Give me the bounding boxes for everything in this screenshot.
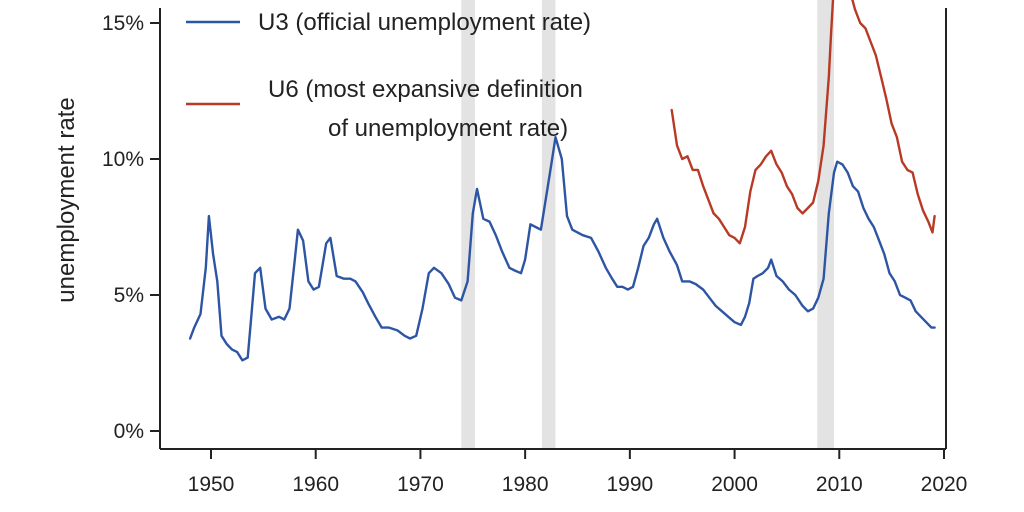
legend-label-u6-line2: of unemployment rate) — [328, 115, 568, 142]
x-tick-label: 1960 — [292, 473, 339, 496]
x-tick-label: 1990 — [606, 473, 653, 496]
y-axis-label: unemployment rate — [53, 97, 80, 302]
series-line-u3 — [188, 135, 936, 362]
x-tick-label: 1950 — [188, 473, 235, 496]
x-tick-label: 1980 — [502, 473, 549, 496]
y-tick-label: 0% — [114, 420, 144, 443]
recession-band-1 — [541, 0, 556, 449]
series-lines — [188, 0, 936, 362]
axes — [159, 8, 947, 450]
legend: U3 (official unemployment rate) U6 (most… — [186, 9, 591, 142]
y-axis-ticks: 0% 5% 10% 15% — [102, 12, 160, 443]
legend-label-u3: U3 (official unemployment rate) — [258, 9, 591, 36]
y-tick-label: 5% — [114, 284, 144, 307]
recession-bands — [461, 0, 835, 449]
x-tick-label: 1970 — [397, 473, 444, 496]
x-tick-label: 2020 — [921, 473, 968, 496]
x-tick-label: 2010 — [816, 473, 863, 496]
legend-label-u6-line1: U6 (most expansive definition — [268, 76, 583, 103]
recession-band-0 — [461, 0, 475, 449]
recession-band-2 — [817, 0, 835, 449]
series-line-u6 — [670, 0, 936, 245]
y-tick-label: 15% — [102, 12, 144, 35]
y-tick-label: 10% — [102, 148, 144, 171]
x-tick-label: 2000 — [711, 473, 758, 496]
x-axis-ticks: 1950 1960 1970 1980 1990 2000 2010 2020 — [188, 449, 968, 496]
